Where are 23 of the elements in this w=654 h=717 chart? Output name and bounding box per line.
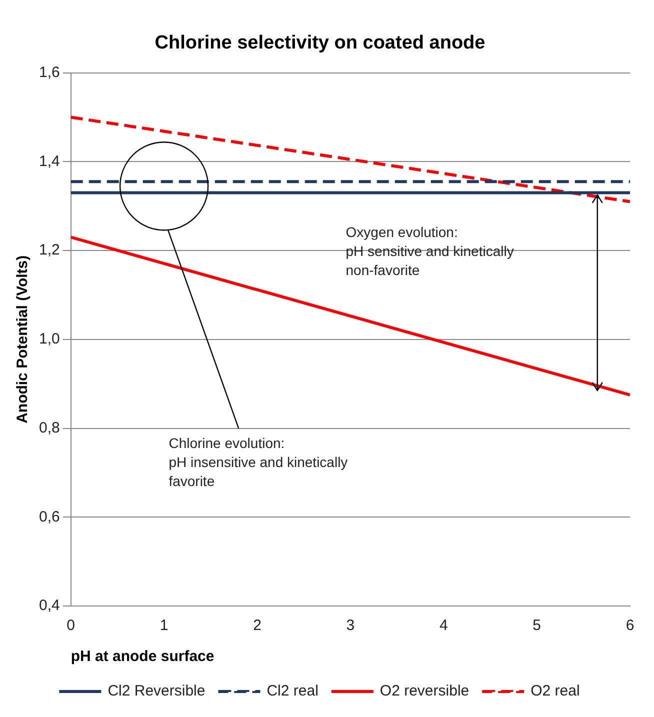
x-axis-title: pH at anode surface [70, 648, 214, 666]
x-tick-label: 0 [66, 617, 76, 634]
y-tick-label: 0,8 [38, 419, 60, 436]
legend-label: O2 reversible [380, 682, 470, 700]
x-tick-label: 6 [626, 617, 634, 634]
legend-label: Cl2 real [266, 682, 318, 700]
y-tick-label: 1,0 [38, 330, 60, 348]
x-tick-label: 4 [439, 617, 448, 634]
y-tick-label: 0,6 [38, 508, 60, 526]
x-tick-label: 1 [160, 617, 168, 634]
y-tick-label: 0,4 [38, 597, 60, 614]
x-tick-label: 3 [346, 617, 355, 634]
y-tick-label: 1,6 [38, 64, 60, 81]
legend-label: O2 real [530, 682, 580, 700]
annotation: Chlorine evolution: pH insensitive and kinetically favorite [168, 435, 348, 490]
y-axis-title: Anodic Potential (Volts) [14, 255, 32, 424]
y-tick-label: 1,2 [38, 242, 60, 259]
x-tick-label: 5 [532, 617, 541, 634]
chart-title: Chlorine selectivity on coated anode [154, 32, 486, 54]
x-tick-label: 2 [253, 617, 262, 634]
legend-label: Cl2 Reversible [108, 682, 206, 700]
annotation: Oxygen evolution: pH sensitive and kinetically non-favorite [346, 224, 514, 278]
y-tick-label: 1,4 [38, 152, 60, 170]
